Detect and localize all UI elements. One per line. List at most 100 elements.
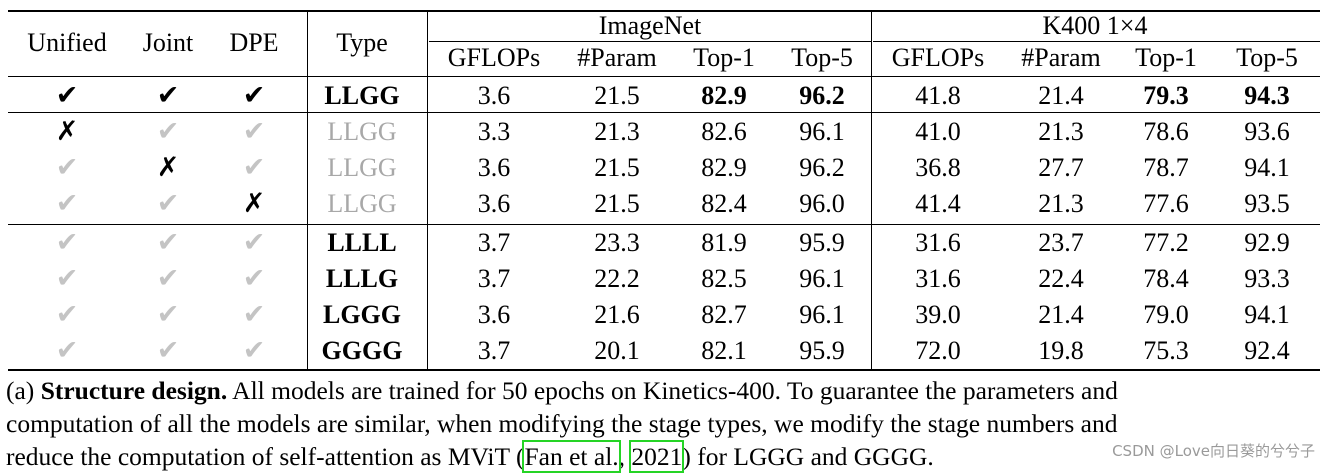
value-cell: 94.1 [1244,300,1290,329]
check-mark-icon: ✔ [156,299,180,330]
header-in-gflops: GFLOPs [447,43,541,72]
value-cell: 95.9 [799,228,845,257]
k400-underline [873,41,1320,42]
value-cell: 94.3 [1244,81,1290,110]
value-cell: 82.9 [701,153,747,182]
value-cell: 20.1 [594,336,640,365]
value-cell: 78.6 [1143,117,1189,146]
value-cell: 3.3 [477,117,511,146]
bottom-rule [8,369,1320,371]
check-mark-icon: ✔ [242,116,266,147]
caption-prefix: (a) [6,376,41,405]
check-mark-icon: ✔ [156,263,180,294]
block-rule-1 [8,112,1320,113]
value-cell: 96.2 [799,81,845,110]
caption-line3-c: ) for LGGG and GGGG. [682,442,934,471]
header-k-gflops: GFLOPs [891,43,985,72]
value-cell: 82.1 [701,336,747,365]
check-mark-icon: ✔ [242,299,266,330]
value-cell: 93.3 [1244,264,1290,293]
value-cell: 19.8 [1038,336,1084,365]
check-mark-icon: ✔ [55,299,79,330]
check-mark-icon: ✔ [242,335,266,366]
value-cell: 82.4 [701,189,747,218]
cross-mark-icon: ✗ [55,116,79,147]
check-mark-icon: ✔ [156,116,180,147]
value-cell: 39.0 [915,300,961,329]
imagenet-underline [429,41,871,42]
check-mark-icon: ✔ [55,188,79,219]
check-mark-icon: ✔ [242,227,266,258]
value-cell: 96.2 [799,153,845,182]
value-cell: 3.6 [477,189,511,218]
header-unified: Unified [27,28,107,57]
header-k-top5: Top-5 [1236,43,1298,72]
top-rule [8,10,1320,12]
header-in-param: #Param [577,43,657,72]
value-cell: 41.4 [915,189,961,218]
value-cell: 82.5 [701,264,747,293]
header-rule [8,76,1320,77]
cross-mark-icon: ✗ [156,152,180,183]
value-cell: 77.6 [1143,189,1189,218]
value-cell: 82.7 [701,300,747,329]
caption-line-3: reduce the computation of self-attention… [6,440,1324,473]
value-cell: 92.9 [1244,228,1290,257]
citation-year-link[interactable]: 2021 [629,440,685,473]
value-cell: 93.6 [1244,117,1290,146]
header-imagenet: ImageNet [598,11,702,40]
value-cell: 92.4 [1244,336,1290,365]
check-mark-icon: ✔ [55,227,79,258]
type-cell: LLGG [324,81,400,110]
header-joint: Joint [142,28,194,57]
value-cell: 3.7 [477,336,511,365]
value-cell: 3.6 [477,81,511,110]
value-cell: 21.4 [1038,300,1084,329]
value-cell: 21.5 [594,189,640,218]
check-mark-icon: ✔ [55,152,79,183]
value-cell: 27.7 [1038,153,1084,182]
block-rule-2 [8,224,1320,225]
table-caption: (a) Structure design. All models are tra… [6,374,1324,473]
value-cell: 21.3 [1038,189,1084,218]
value-cell: 22.4 [1038,264,1084,293]
value-cell: 21.4 [1038,81,1084,110]
type-cell: LLGG [327,117,397,146]
value-cell: 75.3 [1143,336,1189,365]
value-cell: 96.1 [799,300,845,329]
check-mark-icon: ✔ [55,263,79,294]
value-cell: 94.1 [1244,153,1290,182]
check-mark-icon: ✔ [156,335,180,366]
type-cell: GGGG [321,336,403,365]
value-cell: 21.5 [594,153,640,182]
header-type: Type [336,28,388,57]
type-cell: LGGG [322,300,402,329]
caption-line-1: (a) Structure design. All models are tra… [6,374,1324,407]
value-cell: 21.3 [594,117,640,146]
check-mark-icon: ✔ [156,80,180,111]
value-cell: 21.6 [594,300,640,329]
value-cell: 79.3 [1143,81,1189,110]
value-cell: 21.5 [594,81,640,110]
caption-line1-text: All models are trained for 50 epochs on … [227,376,1118,405]
header-k-top1: Top-1 [1135,43,1197,72]
cross-mark-icon: ✗ [242,188,266,219]
caption-line-2: computation of all the models are simila… [6,409,1118,438]
value-cell: 77.2 [1143,228,1189,257]
vline-type-right [427,11,428,370]
check-mark-icon: ✔ [156,188,180,219]
value-cell: 93.5 [1244,189,1290,218]
value-cell: 82.9 [701,81,747,110]
check-mark-icon: ✔ [242,80,266,111]
check-mark-icon: ✔ [55,335,79,366]
header-dpe: DPE [229,28,279,57]
value-cell: 96.0 [799,189,845,218]
vline-group [871,11,872,370]
value-cell: 78.4 [1143,264,1189,293]
vline-type-left [307,11,308,370]
value-cell: 31.6 [915,264,961,293]
citation-author-link[interactable]: Fan et al. [522,440,621,473]
header-in-top5: Top-5 [791,43,853,72]
check-mark-icon: ✔ [156,227,180,258]
header-in-top1: Top-1 [693,43,755,72]
